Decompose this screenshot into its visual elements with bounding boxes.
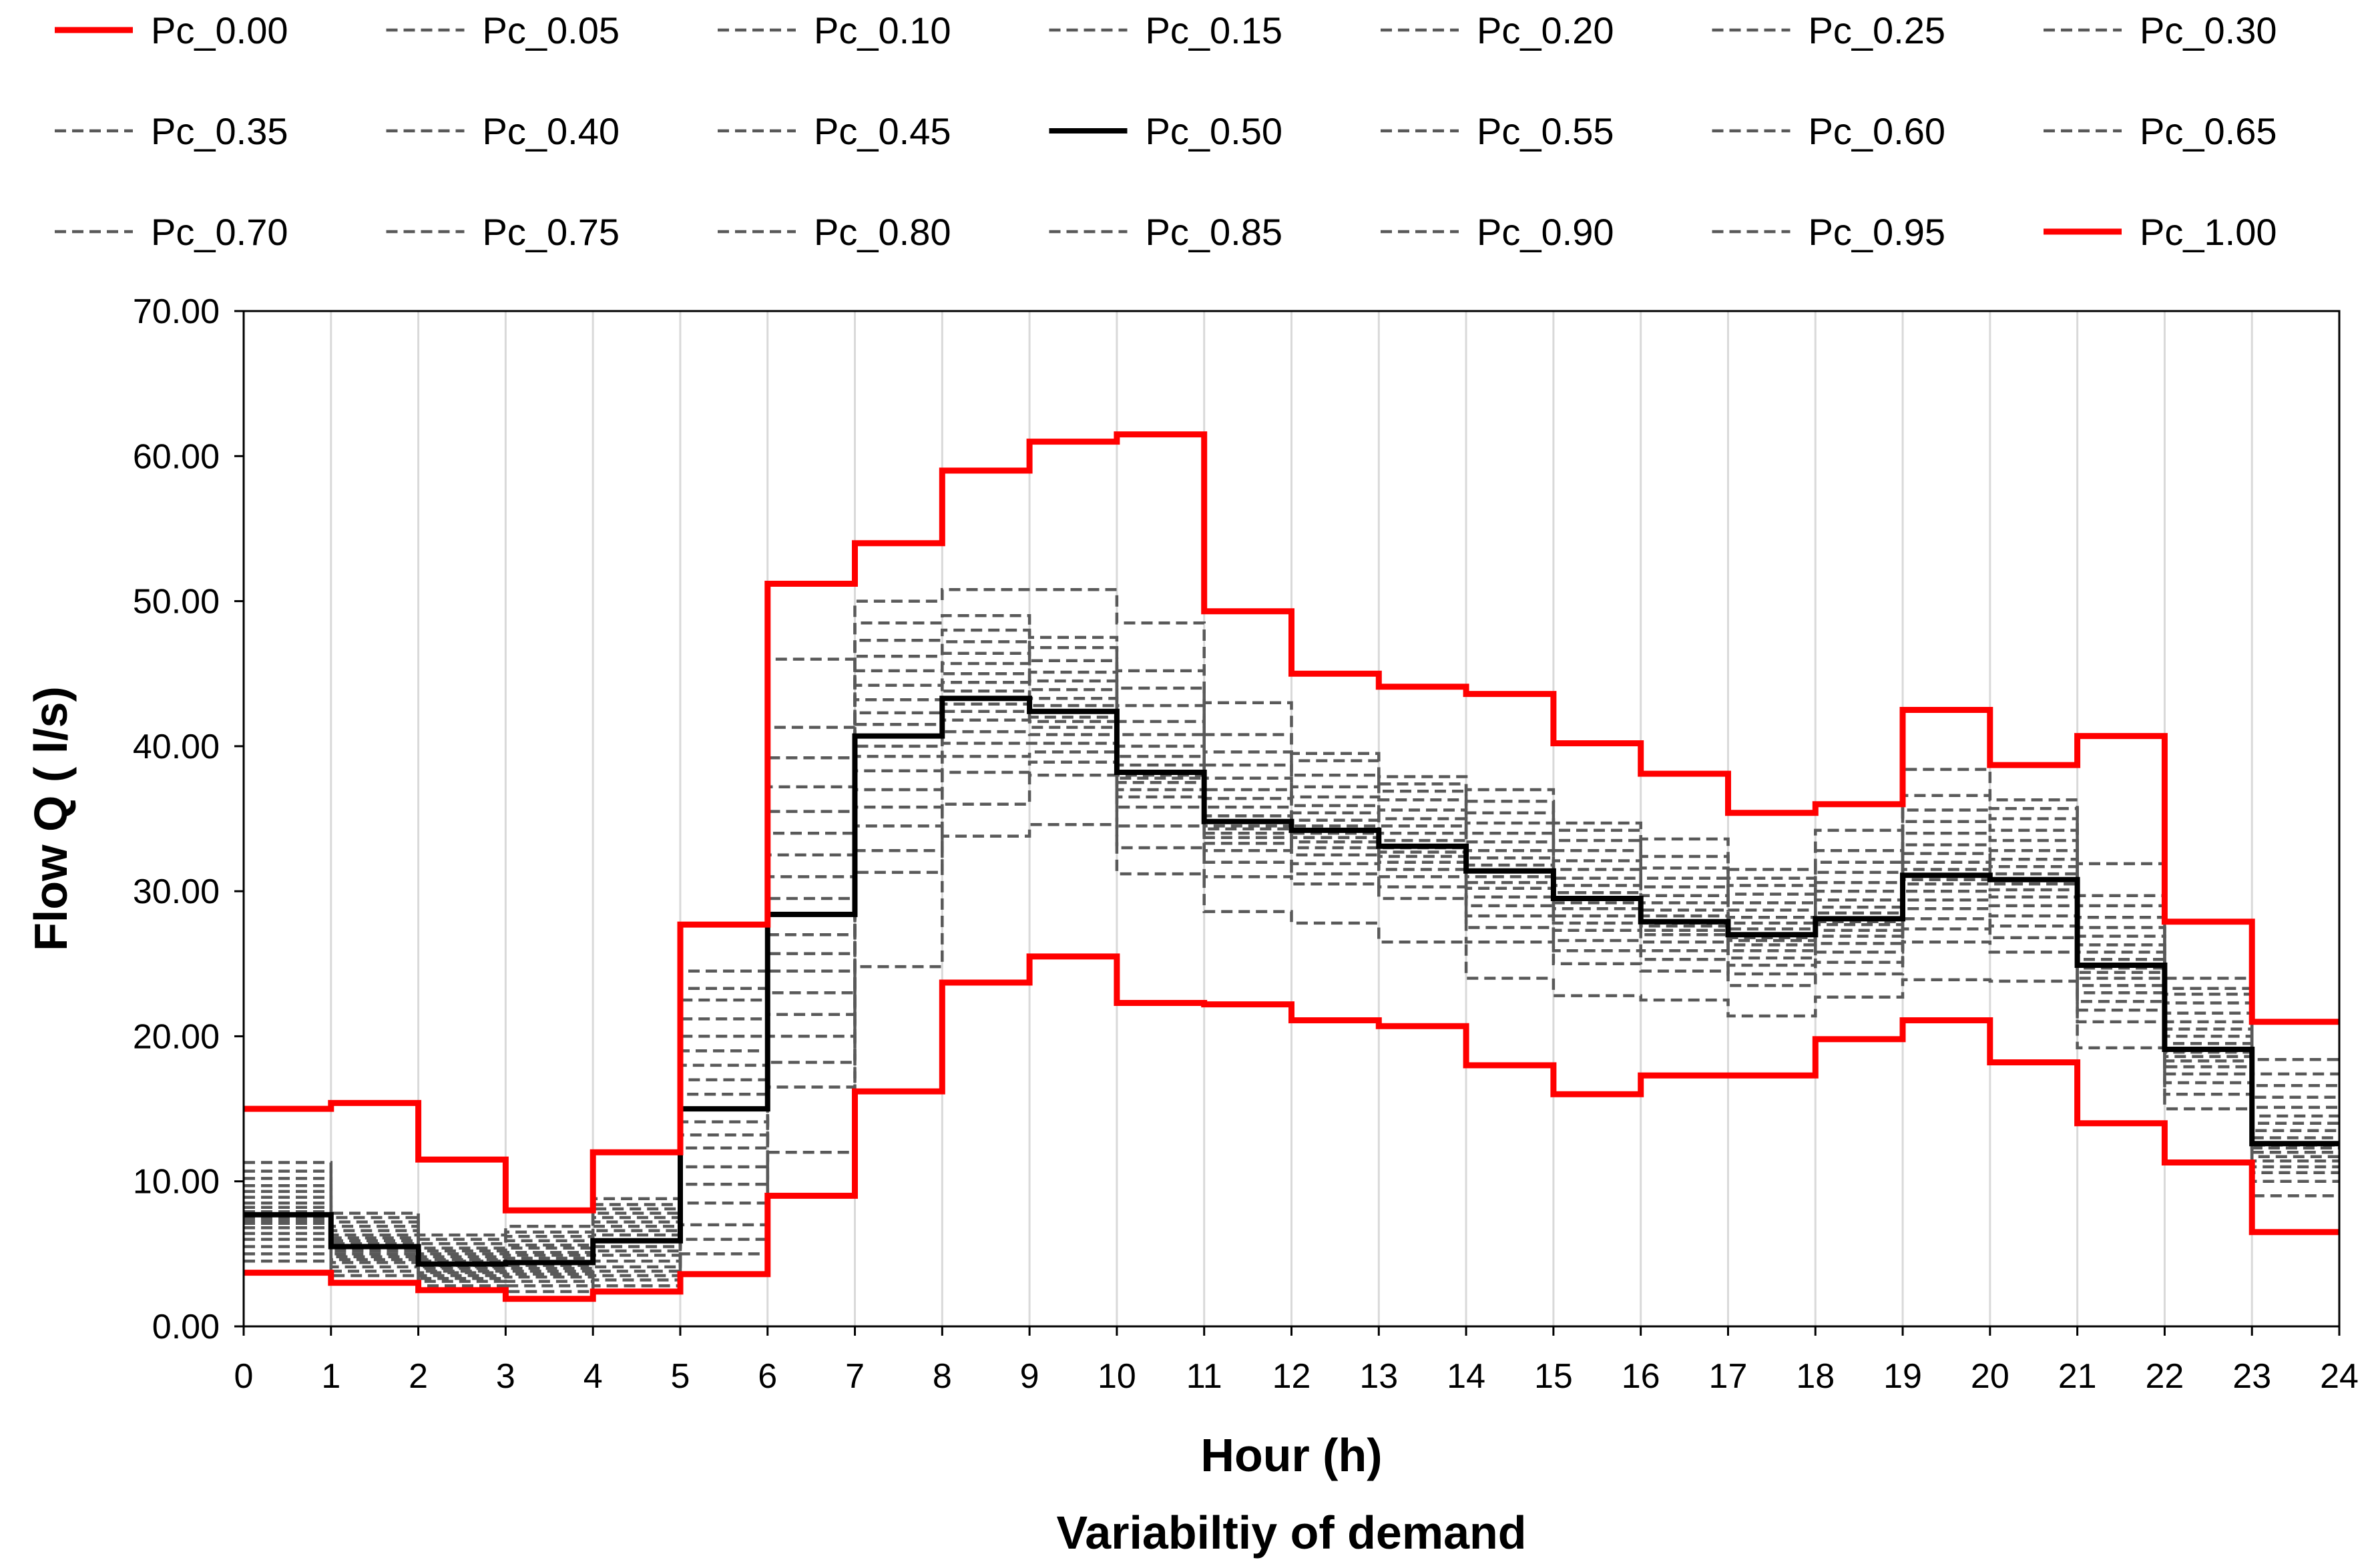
x-axis-title: Hour (h)	[1200, 1429, 1382, 1481]
y-tick-label: 10.00	[133, 1163, 220, 1202]
x-tick-label: 5	[670, 1357, 690, 1396]
y-tick-label: 50.00	[133, 583, 220, 621]
x-tick-label: 11	[1186, 1357, 1222, 1396]
legend-label: Pc_0.35	[151, 110, 288, 152]
x-tick-label: 13	[1359, 1357, 1398, 1396]
series-line-Pc_0.95	[244, 587, 2339, 1237]
legend-label: Pc_0.85	[1146, 211, 1283, 253]
legend-label: Pc_0.40	[483, 110, 620, 152]
x-tick-label: 0	[234, 1357, 254, 1396]
series-line-Pc_0.05	[244, 822, 2339, 1294]
x-tick-label: 14	[1447, 1357, 1485, 1396]
y-axis-title: Flow Q ( l/s)	[25, 686, 77, 951]
y-tick-label: 60.00	[133, 437, 220, 476]
axes: 0.00 10.00 20.00 30.00 40.00 50.00 60.00 70.00 0…	[133, 292, 2359, 1396]
series-group	[244, 431, 2339, 1302]
legend-label: Pc_0.70	[151, 211, 288, 253]
legend-label: Pc_0.45	[814, 110, 951, 152]
legend-label: Pc_0.10	[814, 9, 951, 51]
x-tick-label: 8	[933, 1357, 952, 1396]
x-tick-label: 20	[1971, 1357, 2009, 1396]
x-tick-label: 21	[2058, 1357, 2097, 1396]
x-tick-label: 15	[1534, 1357, 1573, 1396]
legend-label: Pc_0.55	[1477, 110, 1614, 152]
series-line-Pc_0.65	[244, 672, 2339, 1258]
x-tick-label: 12	[1272, 1357, 1311, 1396]
x-tick-label: 6	[758, 1357, 777, 1396]
legend-label: Pc_0.05	[483, 9, 620, 51]
legend-label: Pc_0.20	[1477, 9, 1614, 51]
x-tick-label: 17	[1709, 1357, 1748, 1396]
x-tick-label: 1	[321, 1357, 340, 1396]
y-tick-label: 30.00	[133, 872, 220, 911]
x-tick-label: 9	[1020, 1357, 1039, 1396]
x-tick-label: 16	[1622, 1357, 1660, 1396]
legend-label: Pc_0.15	[1146, 9, 1283, 51]
y-tick-label: 20.00	[133, 1017, 220, 1056]
legend-label: Pc_0.95	[1809, 211, 1946, 253]
legend-label: Pc_0.30	[2140, 9, 2277, 51]
x-tick-label: 19	[1883, 1357, 1922, 1396]
x-tick-label: 24	[2320, 1357, 2359, 1396]
legend-label: Pc_0.65	[2140, 110, 2277, 152]
legend-label: Pc_0.25	[1809, 9, 1946, 51]
x-tick-label: 22	[2145, 1357, 2184, 1396]
y-tick-label: 40.00	[133, 728, 220, 766]
series-line-Pc_0.00	[244, 953, 2339, 1302]
legend-label: Pc_1.00	[2140, 211, 2277, 253]
series-line-Pc_0.50	[244, 696, 2339, 1267]
y-tick-label: 0.00	[152, 1308, 220, 1346]
x-tick-label: 18	[1796, 1357, 1835, 1396]
x-tick-label: 3	[496, 1357, 515, 1396]
x-tick-label: 23	[2232, 1357, 2271, 1396]
series-line-Pc_1.00	[244, 431, 2339, 1214]
series-line-Pc_0.35	[244, 718, 2339, 1270]
x-tick-label: 4	[583, 1357, 603, 1396]
chart-title: Variabiltiy of demand	[1056, 1507, 1526, 1559]
legend-label: Pc_0.80	[814, 211, 951, 253]
series-line-Pc_0.30	[244, 730, 2339, 1273]
x-tick-label: 7	[845, 1357, 865, 1396]
legend-label: Pc_0.90	[1477, 211, 1614, 253]
x-tick-label: 2	[409, 1357, 428, 1396]
x-tick-label: 10	[1098, 1357, 1136, 1396]
legend-label: Pc_0.00	[151, 9, 288, 51]
legend-label: Pc_0.50	[1146, 110, 1283, 152]
legend-label: Pc_0.60	[1809, 110, 1946, 152]
legend: Pc_0.00 Pc_0.05 Pc_0.10 Pc_0.15 Pc_0.20 Pc_0.…	[55, 9, 2277, 253]
y-tick-label: 70.00	[133, 292, 220, 331]
legend-label: Pc_0.75	[483, 211, 620, 253]
